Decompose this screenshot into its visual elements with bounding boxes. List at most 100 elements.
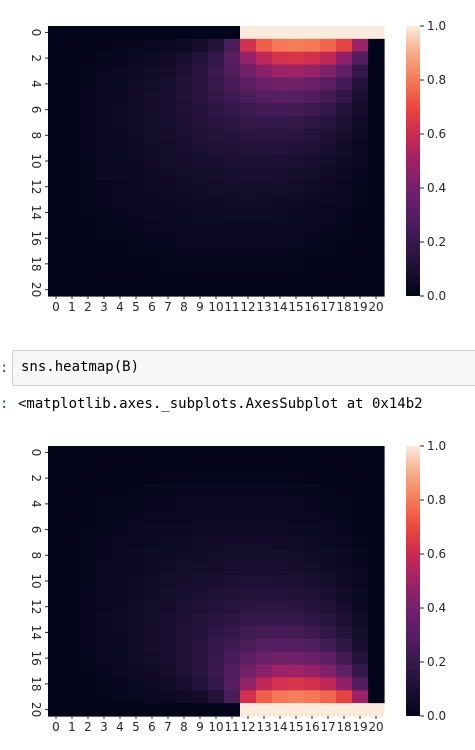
heatmap-cell	[176, 497, 193, 511]
heatmap-cell	[160, 626, 177, 640]
heatmap-cell	[176, 26, 193, 40]
heatmap-cell	[288, 561, 305, 576]
x-tick-label: 2	[84, 300, 92, 314]
heatmap-cell	[368, 613, 385, 627]
heatmap-cell	[176, 664, 193, 679]
heatmap-cell	[176, 90, 193, 104]
x-tick-label: 4	[116, 300, 124, 314]
heatmap-cell	[80, 90, 97, 104]
heatmap-cell	[320, 690, 337, 704]
heatmap-cell	[144, 141, 161, 156]
heatmap-cell	[48, 613, 65, 627]
heatmap-cell	[272, 484, 289, 499]
colorbar-tick-label: 1.0	[427, 19, 446, 33]
heatmap-cell	[352, 446, 369, 460]
heatmap-cell	[96, 64, 113, 79]
heatmap-cell	[240, 154, 257, 169]
heatmap-cell	[256, 523, 273, 537]
heatmap-cell	[336, 574, 353, 589]
heatmap-cell	[288, 471, 305, 486]
heatmap-cell	[192, 154, 209, 169]
heatmap-cell	[96, 283, 113, 297]
heatmap-cell	[128, 244, 145, 259]
heatmap-cell	[176, 703, 193, 717]
x-tick-label: 7	[164, 300, 172, 314]
heatmap-cell	[192, 471, 209, 486]
heatmap-cell	[288, 193, 305, 207]
heatmap-cell	[240, 574, 257, 589]
x-tick-label: 9	[196, 720, 204, 734]
heatmap-cell	[160, 446, 177, 460]
heatmap-cell	[48, 167, 65, 181]
heatmap-cell	[96, 51, 113, 66]
heatmap-cell	[144, 154, 161, 169]
heatmap-cell	[224, 651, 241, 666]
y-tick-label: 20	[29, 702, 43, 717]
heatmap-cell	[320, 471, 337, 486]
heatmap-cell	[288, 38, 305, 53]
heatmap-cell	[320, 206, 337, 220]
heatmap-cell	[176, 231, 193, 246]
y-tick-label: 4	[29, 80, 43, 88]
heatmap-cell	[320, 38, 337, 53]
heatmap-cell	[368, 141, 385, 156]
code-input[interactable]: sns.heatmap(B)	[21, 359, 140, 375]
heatmap-cell	[48, 141, 65, 156]
colorbar-tick-label: 0.8	[427, 73, 446, 87]
heatmap-cell	[208, 244, 225, 259]
heatmap-cell	[272, 90, 289, 104]
heatmap-cell	[240, 703, 257, 717]
heatmap-cell	[160, 664, 177, 679]
heatmap-cell	[240, 257, 257, 271]
heatmap-cell	[272, 257, 289, 271]
heatmap-cell	[144, 116, 161, 130]
x-tick-label: 8	[180, 300, 188, 314]
heatmap-cell	[80, 510, 97, 524]
heatmap-cell	[112, 548, 129, 563]
heatmap-cell	[336, 26, 353, 40]
heatmap-cell	[48, 446, 65, 460]
heatmap-cell	[352, 510, 369, 524]
heatmap-cell	[224, 167, 241, 181]
heatmap-cell	[160, 600, 177, 614]
heatmap-cell	[352, 167, 369, 181]
heatmap-cell	[368, 600, 385, 614]
heatmap-cell	[208, 613, 225, 627]
code-cell[interactable]: sns.heatmap(B)	[12, 350, 475, 386]
heatmap-cell	[240, 458, 257, 473]
heatmap-cell	[240, 128, 257, 143]
heatmap-cell	[80, 677, 97, 691]
heatmap-cell	[320, 548, 337, 563]
x-tick-label: 12	[240, 720, 255, 734]
heatmap-cell	[320, 244, 337, 259]
heatmap-cell	[224, 664, 241, 679]
heatmap-cell	[320, 26, 337, 40]
y-tick-label: 4	[29, 500, 43, 508]
heatmap-cell	[48, 651, 65, 666]
heatmap-cell	[304, 167, 321, 181]
heatmap-cell	[272, 523, 289, 537]
heatmap-cell	[352, 690, 369, 704]
heatmap-cell	[256, 484, 273, 499]
heatmap-cell	[240, 167, 257, 181]
heatmap-cell	[96, 38, 113, 53]
heatmap-cell	[208, 154, 225, 169]
heatmap-cell	[320, 651, 337, 666]
heatmap-cell	[272, 64, 289, 79]
heatmap-cell	[176, 180, 193, 194]
heatmap-cell	[160, 270, 177, 284]
y-tick-label: 14	[29, 625, 43, 640]
heatmap-cell	[96, 626, 113, 640]
heatmap-cell	[288, 677, 305, 691]
heatmap-cell	[176, 561, 193, 576]
heatmap-cell	[128, 561, 145, 576]
heatmap-cell	[128, 510, 145, 524]
heatmap-cell	[96, 561, 113, 576]
heatmap-cell	[80, 193, 97, 207]
heatmap-cell	[368, 458, 385, 473]
heatmap-cell	[176, 167, 193, 181]
heatmap-cell	[224, 587, 241, 601]
heatmap-cell	[48, 103, 65, 117]
heatmap-cell	[208, 270, 225, 284]
heatmap-cell	[320, 523, 337, 537]
